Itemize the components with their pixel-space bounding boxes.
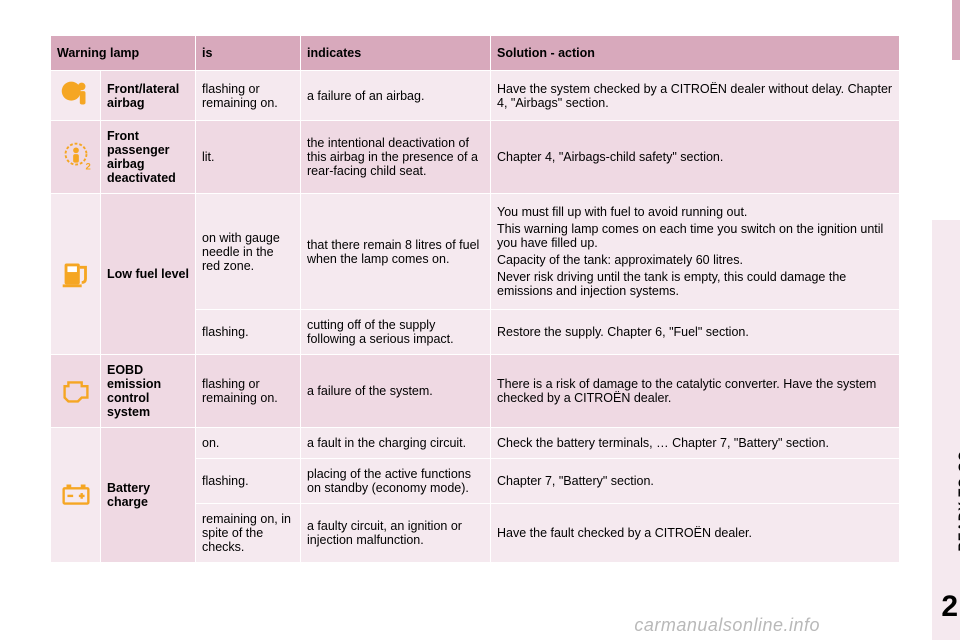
fuel-is-2: flashing. bbox=[196, 310, 301, 355]
fuel-pump-icon bbox=[57, 254, 95, 292]
fuel-is-1: on with gauge needle in the red zone. bbox=[196, 194, 301, 310]
eobd-sol: There is a risk of damage to the catalyt… bbox=[491, 355, 900, 428]
battery-is-2: flashing. bbox=[196, 459, 301, 504]
warning-lamp-table: Warning lamp is indicates Solution - act… bbox=[50, 35, 900, 563]
table-header-row: Warning lamp is indicates Solution - act… bbox=[51, 36, 900, 71]
row-fuel-1: Low fuel level on with gauge needle in t… bbox=[51, 194, 900, 310]
passenger-ind: the intentional deactivation of this air… bbox=[301, 121, 491, 194]
engine-icon bbox=[57, 371, 95, 409]
fuel-sol-1d: Never risk driving until the tank is emp… bbox=[497, 270, 893, 298]
battery-sol-1: Check the battery terminals, … Chapter 7… bbox=[491, 428, 900, 459]
battery-ind-3: a faulty circuit, an ignition or injecti… bbox=[301, 504, 491, 563]
passenger-icon-cell: 2 bbox=[51, 121, 101, 194]
fuel-sol-1b: This warning lamp comes on each time you… bbox=[497, 222, 893, 250]
passenger-is: lit. bbox=[196, 121, 301, 194]
airbag-ind: a failure of an airbag. bbox=[301, 71, 491, 121]
battery-name: Battery charge bbox=[101, 428, 196, 563]
th-is: is bbox=[196, 36, 301, 71]
eobd-name: EOBD emission control system bbox=[101, 355, 196, 428]
fuel-ind-2: cutting off of the supply following a se… bbox=[301, 310, 491, 355]
row-eobd: EOBD emission control system flashing or… bbox=[51, 355, 900, 428]
fuel-sol-2: Restore the supply. Chapter 6, "Fuel" se… bbox=[491, 310, 900, 355]
passenger-airbag-off-icon: 2 bbox=[57, 137, 95, 175]
th-solution: Solution - action bbox=[491, 36, 900, 71]
battery-sol-2: Chapter 7, "Battery" section. bbox=[491, 459, 900, 504]
battery-icon-cell bbox=[51, 428, 101, 563]
airbag-icon bbox=[57, 75, 95, 113]
fuel-icon-cell bbox=[51, 194, 101, 355]
row-battery-1: Battery charge on. a fault in the chargi… bbox=[51, 428, 900, 459]
side-section-label: READY TO GO bbox=[956, 450, 960, 552]
manual-page: Warning lamp is indicates Solution - act… bbox=[50, 35, 900, 563]
fuel-name: Low fuel level bbox=[101, 194, 196, 355]
battery-ind-2: placing of the active functions on stand… bbox=[301, 459, 491, 504]
fuel-ind-1: that there remain 8 litres of fuel when … bbox=[301, 194, 491, 310]
passenger-name: Front passenger airbag deactivated bbox=[101, 121, 196, 194]
th-warning-lamp: Warning lamp bbox=[51, 36, 196, 71]
fuel-sol-1a: You must fill up with fuel to avoid runn… bbox=[497, 205, 893, 219]
eobd-ind: a failure of the system. bbox=[301, 355, 491, 428]
airbag-name: Front/lateral airbag bbox=[101, 71, 196, 121]
battery-sol-3: Have the fault checked by a CITROËN deal… bbox=[491, 504, 900, 563]
accent-bar bbox=[952, 0, 960, 60]
fuel-sol-1c: Capacity of the tank: approximately 60 l… bbox=[497, 253, 893, 267]
eobd-is: flashing or remaining on. bbox=[196, 355, 301, 428]
row-airbag: Front/lateral airbag flashing or remaini… bbox=[51, 71, 900, 121]
passenger-sol: Chapter 4, "Airbags-child safety" sectio… bbox=[491, 121, 900, 194]
watermark-text: carmanualsonline.info bbox=[634, 615, 820, 636]
airbag-icon-cell bbox=[51, 71, 101, 121]
eobd-icon-cell bbox=[51, 355, 101, 428]
battery-is-3: remaining on, in spite of the checks. bbox=[196, 504, 301, 563]
airbag-is: flashing or remaining on. bbox=[196, 71, 301, 121]
side-tab bbox=[932, 220, 960, 640]
fuel-sol-1: You must fill up with fuel to avoid runn… bbox=[491, 194, 900, 310]
battery-ind-1: a fault in the charging circuit. bbox=[301, 428, 491, 459]
battery-is-1: on. bbox=[196, 428, 301, 459]
svg-text:2: 2 bbox=[85, 161, 90, 172]
airbag-sol: Have the system checked by a CITROËN dea… bbox=[491, 71, 900, 121]
side-chapter-number: 2 bbox=[941, 590, 958, 624]
th-indicates: indicates bbox=[301, 36, 491, 71]
row-passenger-airbag: 2 Front passenger airbag deactivated lit… bbox=[51, 121, 900, 194]
battery-icon bbox=[57, 475, 95, 513]
